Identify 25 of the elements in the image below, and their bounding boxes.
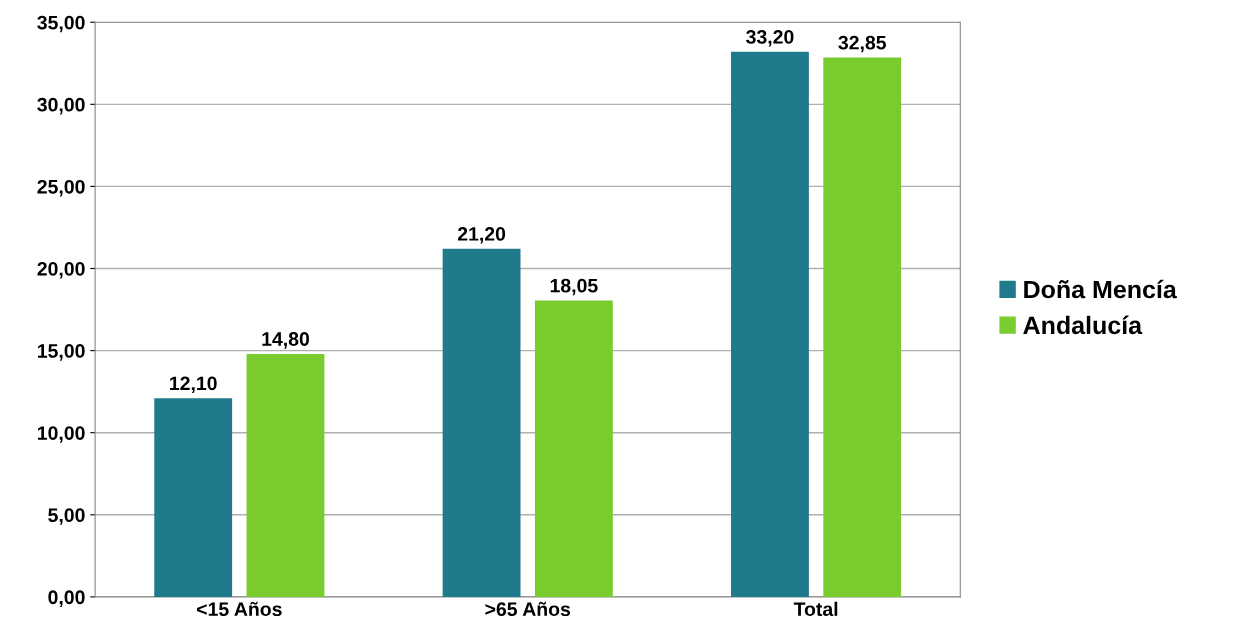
- legend-label: Doña Mencía: [1024, 279, 1177, 299]
- legend-label: Andalucía: [1023, 315, 1143, 335]
- y-tick-label: 10,00: [38, 426, 85, 443]
- data-label: 21,20: [457, 227, 506, 244]
- bar: [534, 300, 613, 597]
- data-label: 32,85: [838, 35, 887, 53]
- y-tick-label: 5,00: [48, 508, 85, 525]
- bar: [731, 51, 809, 597]
- data-label: 12,10: [170, 376, 217, 394]
- data-label: 33,20: [746, 30, 794, 47]
- bar: [442, 248, 521, 597]
- bar: [154, 398, 233, 597]
- x-tick-label: >65 Años: [485, 601, 571, 617]
- y-tick-label: 30,00: [37, 97, 85, 115]
- bar: [246, 353, 325, 597]
- y-tick-label: 20,00: [37, 261, 85, 279]
- x-tick-label: <15 Años: [197, 601, 282, 617]
- y-tick-label: 15,00: [38, 344, 85, 361]
- x-tick-label: Total: [793, 601, 838, 617]
- y-tick-label: 35,00: [37, 15, 85, 33]
- y-tick-label: 25,00: [37, 179, 85, 197]
- data-label: 14,80: [262, 332, 310, 349]
- y-tick-label: 0,00: [48, 590, 85, 607]
- bar: [823, 57, 902, 597]
- data-label: 18,05: [550, 278, 598, 296]
